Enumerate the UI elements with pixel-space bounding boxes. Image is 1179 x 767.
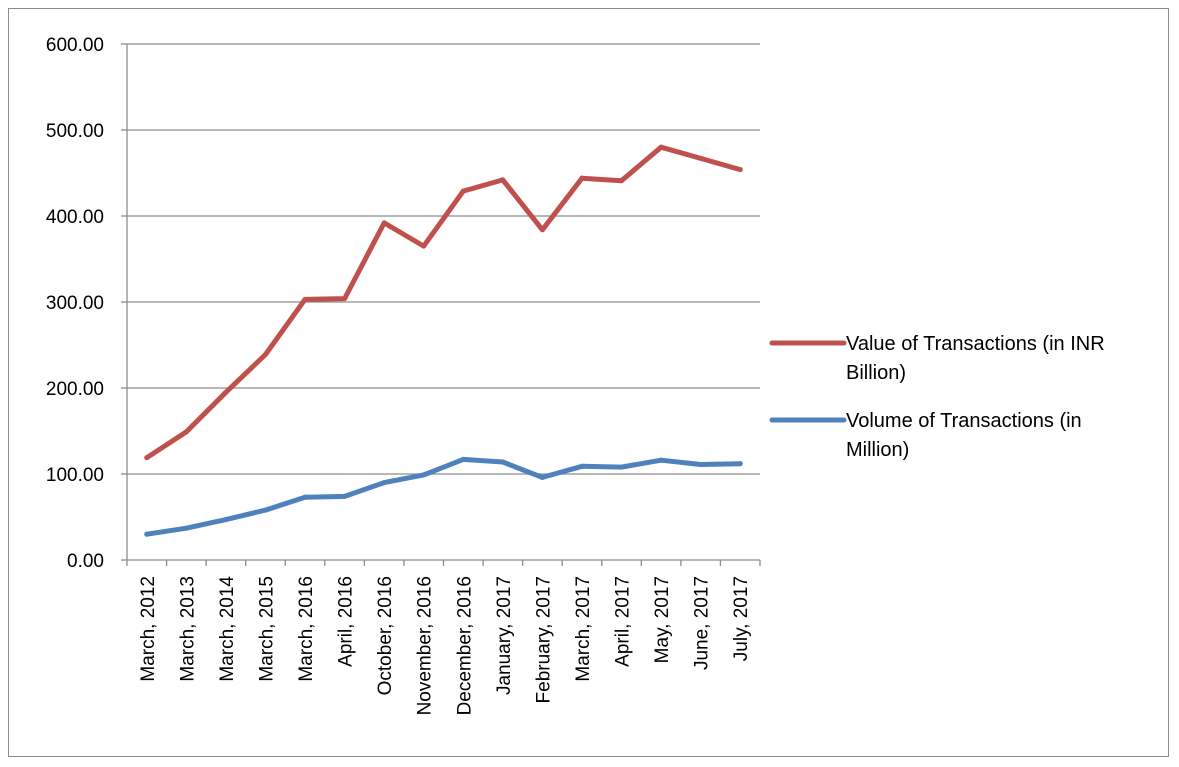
x-tick-label: January, 2017 bbox=[494, 576, 515, 695]
data-point bbox=[698, 155, 704, 161]
y-tick-label: 600.00 bbox=[46, 35, 104, 56]
data-point bbox=[421, 472, 427, 478]
data-point bbox=[658, 144, 664, 150]
gridlines bbox=[127, 43, 760, 475]
data-point bbox=[381, 480, 387, 486]
data-point bbox=[658, 457, 664, 463]
data-point bbox=[539, 474, 545, 480]
x-tick-label: March, 2015 bbox=[256, 576, 277, 682]
legend: Value of Transactions (in INR Billion) Vol… bbox=[769, 333, 1105, 461]
legend-label: Billion) bbox=[846, 362, 906, 384]
data-point bbox=[579, 463, 585, 469]
y-tick-label: 400.00 bbox=[46, 207, 104, 228]
x-tick-label: October, 2016 bbox=[375, 576, 396, 695]
series-line-volume bbox=[144, 456, 743, 537]
legend-label: Volume of Transactions (in bbox=[846, 410, 1082, 432]
x-tick-label: March, 2017 bbox=[573, 576, 594, 682]
data-point bbox=[223, 389, 229, 395]
data-point bbox=[381, 220, 387, 226]
data-point bbox=[500, 177, 506, 183]
data-point bbox=[737, 167, 743, 173]
y-tick-label: 200.00 bbox=[46, 379, 104, 400]
data-point bbox=[342, 296, 348, 302]
data-point bbox=[500, 459, 506, 465]
data-point bbox=[223, 517, 229, 523]
data-point bbox=[183, 429, 189, 435]
data-point bbox=[421, 243, 427, 249]
chart-frame bbox=[8, 8, 1169, 757]
axes bbox=[121, 43, 761, 566]
x-axis-tick-labels: March, 2012 March, 2013 March, 2014 March, … bbox=[138, 576, 752, 716]
x-tick-label: December, 2016 bbox=[454, 576, 475, 715]
data-point bbox=[183, 525, 189, 531]
x-tick-label: July, 2017 bbox=[731, 576, 752, 661]
x-tick-label: March, 2014 bbox=[217, 576, 238, 682]
x-tick-label: March, 2016 bbox=[296, 576, 317, 682]
data-point bbox=[342, 493, 348, 499]
x-tick-label: February, 2017 bbox=[533, 576, 554, 703]
series-lines bbox=[144, 144, 743, 537]
data-point bbox=[619, 178, 625, 184]
x-tick-label: April, 2016 bbox=[336, 576, 357, 667]
x-tick-label: November, 2016 bbox=[415, 576, 436, 715]
x-tick-label: June, 2017 bbox=[692, 576, 713, 670]
data-point bbox=[579, 175, 585, 181]
y-tick-label: 300.00 bbox=[46, 293, 104, 314]
y-tick-label: 0.00 bbox=[67, 551, 104, 572]
data-point bbox=[144, 531, 150, 537]
data-point bbox=[262, 351, 268, 357]
data-point bbox=[144, 455, 150, 461]
data-point bbox=[539, 227, 545, 233]
data-point bbox=[460, 456, 466, 462]
data-point bbox=[737, 461, 743, 467]
legend-label: Value of Transactions (in INR bbox=[846, 333, 1105, 355]
data-point bbox=[262, 507, 268, 513]
legend-label: Million) bbox=[846, 439, 909, 461]
y-tick-label: 500.00 bbox=[46, 121, 104, 142]
x-tick-label: May, 2017 bbox=[652, 576, 673, 663]
series-line-value bbox=[144, 144, 743, 461]
data-point bbox=[302, 494, 308, 500]
y-tick-label: 100.00 bbox=[46, 465, 104, 486]
x-tick-label: April, 2017 bbox=[613, 576, 634, 667]
data-point bbox=[302, 296, 308, 302]
x-tick-label: March, 2013 bbox=[177, 576, 198, 682]
y-axis-tick-labels: 0.00 100.00 200.00 300.00 400.00 500.00 600.00 bbox=[46, 35, 104, 572]
data-point bbox=[698, 462, 704, 468]
data-point bbox=[460, 188, 466, 194]
x-tick-label: March, 2012 bbox=[138, 576, 159, 682]
data-point bbox=[619, 464, 625, 470]
